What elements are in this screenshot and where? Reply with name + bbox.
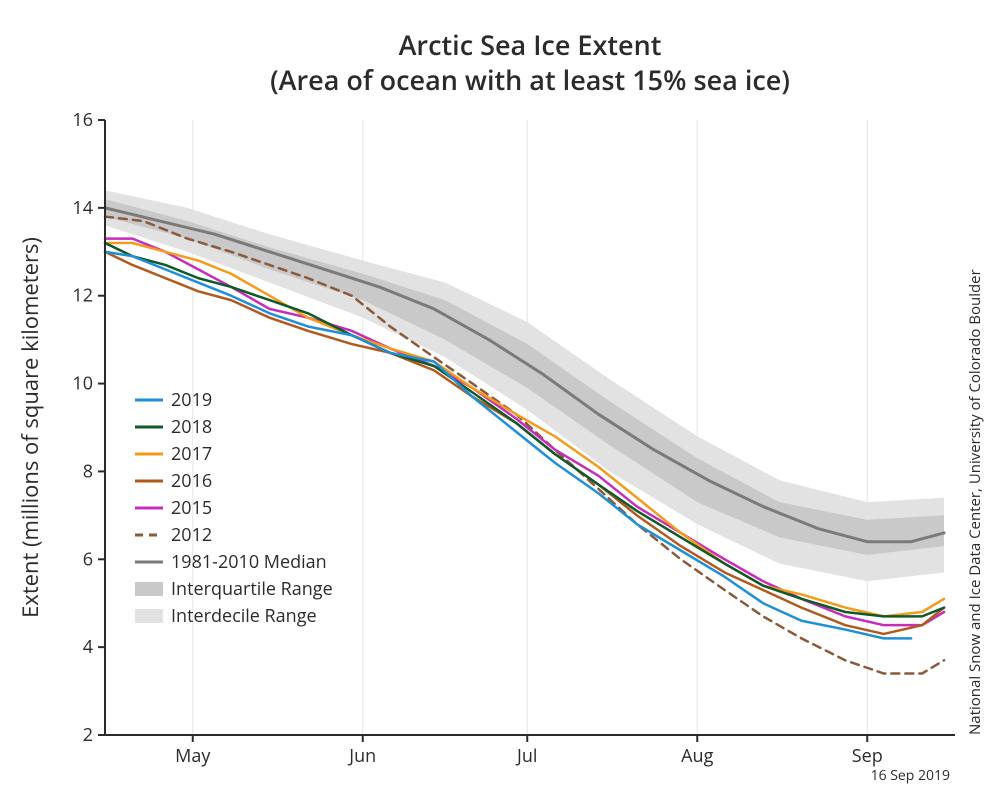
y-tick-label: 6	[83, 547, 93, 571]
chart-svg: 2 4 6 8 10 12 14 16 May Jun Jul Aug Sep Arctic Sea Ic…	[0, 0, 1000, 800]
legend-label: 1981-2010 Median	[171, 550, 327, 574]
x-tick-label: Jun	[347, 744, 376, 768]
chart-subtitle: (Area of ocean with at least 15% sea ice…	[270, 61, 790, 98]
y-tick-label: 14	[72, 196, 93, 220]
y-tick-label: 16	[72, 108, 93, 132]
legend-label: 2018	[171, 415, 212, 439]
y-tick-label: 12	[72, 284, 93, 308]
legend-swatch	[135, 582, 163, 596]
y-tick-label: 2	[83, 723, 93, 747]
legend-label: 2012	[171, 523, 212, 547]
legend-label: 2017	[171, 442, 212, 466]
y-tick-label: 10	[72, 372, 93, 396]
x-tick-label: Aug	[681, 744, 713, 768]
chart-container: 2 4 6 8 10 12 14 16 May Jun Jul Aug Sep Arctic Sea Ic…	[0, 0, 1000, 800]
legend-swatch	[135, 609, 163, 623]
legend-label: 2016	[171, 469, 212, 493]
legend-label: Interdecile Range	[171, 604, 317, 628]
legend-label: Interquartile Range	[171, 577, 333, 601]
date-stamp: 16 Sep 2019	[871, 766, 950, 785]
y-axis-label: Extent (millions of square kilometers)	[15, 237, 45, 618]
x-tick-label: Jul	[515, 744, 537, 768]
legend-label: 2015	[171, 496, 212, 520]
y-tick-label: 4	[83, 635, 93, 659]
legend-label: 2019	[171, 388, 212, 412]
x-tick-label: Sep	[852, 744, 883, 768]
chart-title: Arctic Sea Ice Extent	[399, 26, 662, 63]
y-tick-label: 8	[83, 459, 93, 483]
credit-text: National Snow and Ice Data Center, Unive…	[965, 269, 985, 735]
x-tick-label: May	[175, 744, 211, 768]
